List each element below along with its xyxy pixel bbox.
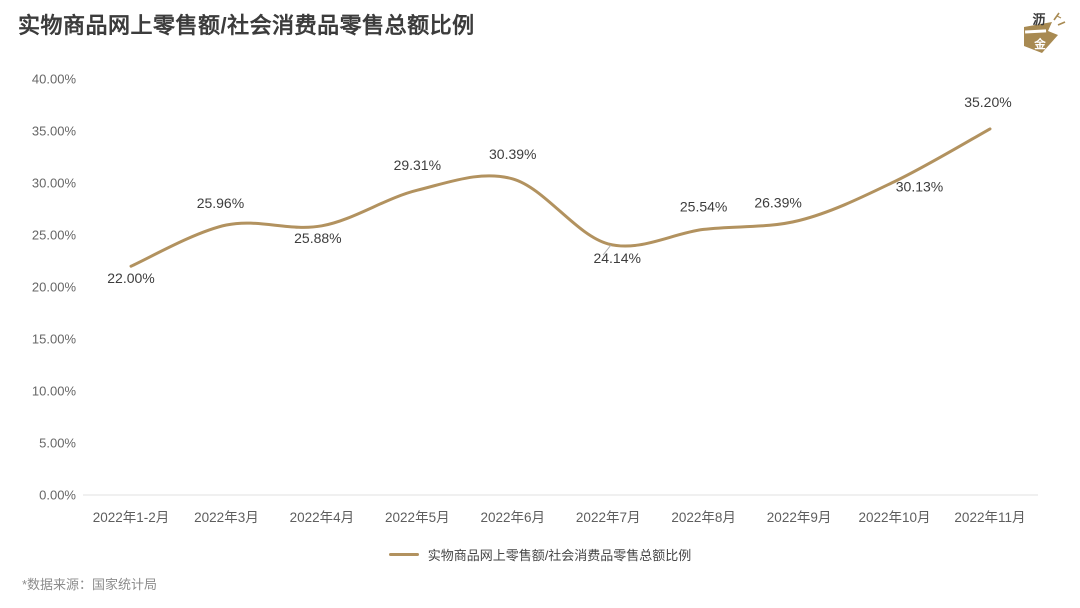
y-axis-tick-label: 10.00% (32, 384, 77, 399)
x-axis-tick-label: 2022年7月 (576, 510, 641, 525)
y-axis-tick-label: 5.00% (39, 436, 76, 451)
data-point-label: 25.96% (197, 195, 244, 211)
data-point-label: 25.54% (680, 198, 727, 214)
data-point-label: 26.39% (754, 195, 801, 211)
y-axis-tick-label: 20.00% (32, 280, 77, 295)
y-axis-tick-label: 15.00% (32, 332, 77, 347)
data-point-label: 30.39% (489, 146, 536, 162)
x-axis-tick-label: 2022年8月 (671, 510, 736, 525)
y-axis-tick-label: 25.00% (32, 228, 77, 243)
x-axis-tick-label: 2022年1-2月 (93, 510, 170, 525)
chart-title: 实物商品网上零售额/社会消费品零售总额比例 (18, 13, 475, 38)
y-axis-tick-label: 40.00% (32, 72, 77, 87)
x-axis-tick-label: 2022年11月 (954, 510, 1025, 525)
x-axis-tick-label: 2022年3月 (194, 510, 259, 525)
lijin-logo: 沥 金 (1024, 12, 1066, 53)
data-source-note: *数据来源：国家统计局 (22, 577, 158, 592)
legend-line-marker (388, 552, 419, 556)
logo-top-char: 沥 (1032, 12, 1045, 27)
y-axis-tick-label: 0.00% (39, 488, 76, 503)
label-leader-line (602, 244, 612, 256)
y-axis-tick-label: 30.00% (32, 176, 77, 191)
x-axis-tick-label: 2022年6月 (480, 510, 545, 525)
legend-label: 实物商品网上零售额/社会消费品零售总额比例 (427, 547, 692, 563)
series-line[interactable] (129, 127, 992, 268)
x-axis-tick-label: 2022年10月 (858, 510, 930, 525)
data-point-label: 30.13% (896, 179, 943, 195)
x-axis-tick-label: 2022年4月 (290, 510, 355, 525)
legend-item[interactable]: 实物商品网上零售额/社会消费品零售总额比例 (0, 545, 1080, 563)
x-axis-tick-label: 2022年5月 (385, 510, 450, 525)
logo-gold-nugget (1024, 22, 1058, 53)
data-point-label: 22.00% (107, 270, 154, 286)
x-axis-tick-label: 2022年9月 (767, 510, 832, 525)
logo-sparkle-icon (1053, 12, 1066, 26)
data-point-label: 29.31% (394, 157, 441, 173)
logo-white-band (1025, 29, 1047, 34)
logo-bottom-char: 金 (1033, 37, 1046, 51)
y-axis-tick-label: 35.00% (32, 124, 77, 139)
data-point-label: 35.20% (964, 94, 1011, 110)
data-point-label: 24.14% (593, 250, 640, 266)
data-point-label: 25.88% (294, 230, 341, 246)
